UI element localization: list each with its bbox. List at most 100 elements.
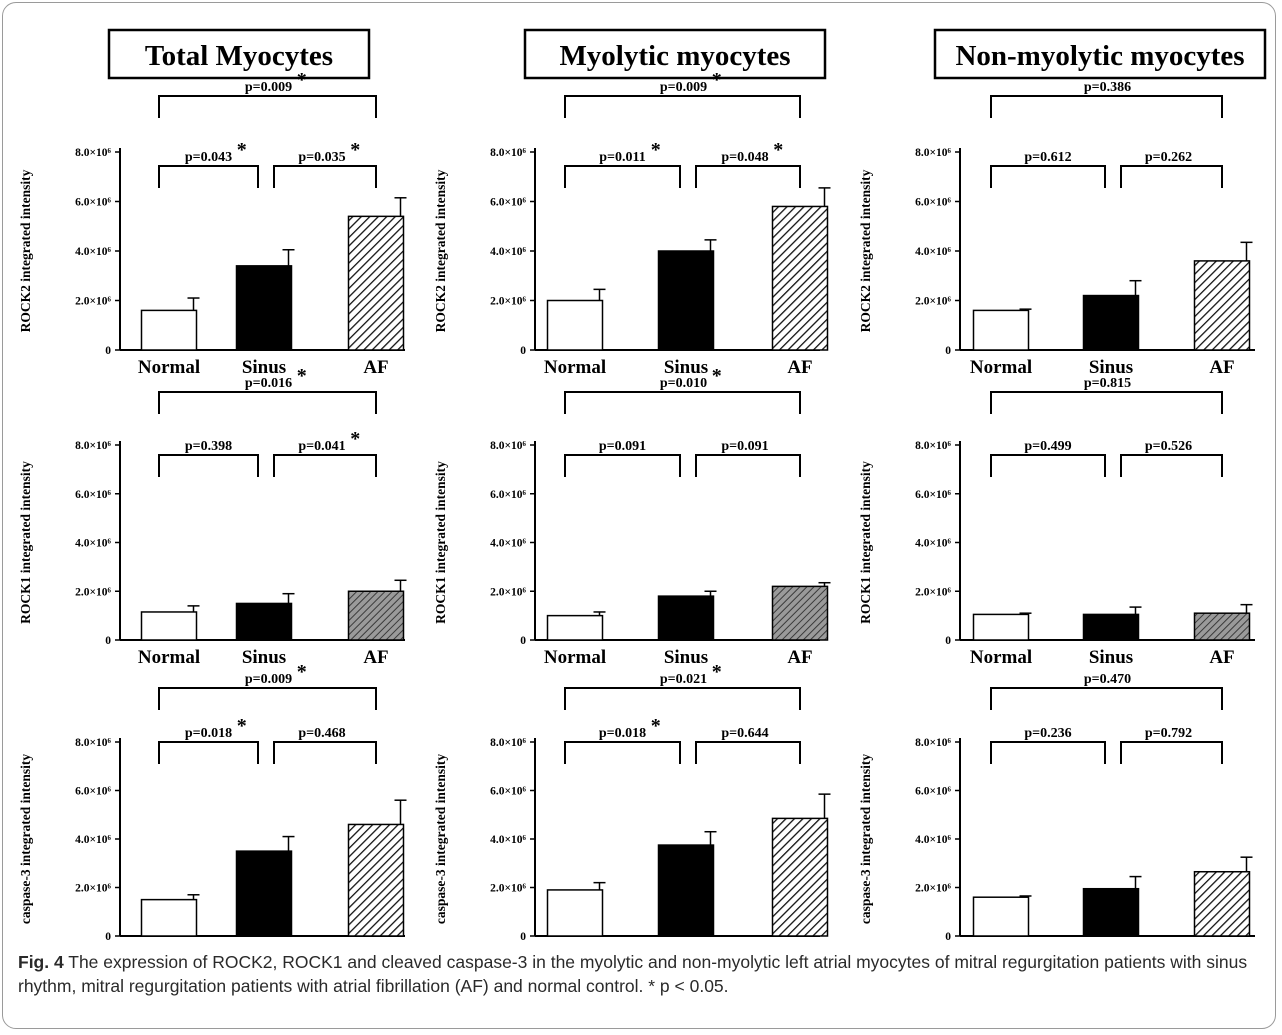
- bar-chart-panel: ROCK1 integrated intensity 0 2.0×10⁶ 4.0×10…: [18, 365, 407, 668]
- bar-sinus: [657, 595, 715, 641]
- x-tick-label: Sinus: [242, 943, 286, 945]
- y-tick-label: 0: [520, 931, 526, 943]
- significance-bracket: [158, 741, 259, 764]
- bar-af: [771, 817, 829, 937]
- p-value-label: p=0.526: [1145, 439, 1192, 454]
- bar-af: [1193, 612, 1251, 641]
- bar-af: [347, 590, 405, 641]
- bar-sinus: [657, 844, 715, 937]
- p-value-label: p=0.009: [245, 80, 292, 95]
- significance-asterisk: *: [712, 661, 722, 683]
- y-tick-label: 2.0×10⁶: [75, 883, 111, 895]
- bar-chart-panel: ROCK2 integrated intensity 0 2.0×10⁶ 4.0×10…: [858, 80, 1255, 378]
- significance-asterisk: *: [712, 365, 722, 387]
- p-value-label: p=0.236: [1024, 726, 1071, 741]
- y-tick-label: 4.0×10⁶: [490, 834, 526, 846]
- bar-af: [1193, 260, 1251, 351]
- significance-asterisk: *: [651, 139, 661, 161]
- y-tick-label: 4.0×10⁶: [915, 538, 951, 550]
- y-tick-label: 0: [105, 635, 111, 647]
- x-tick-label: AF: [363, 943, 388, 945]
- significance-bracket: [695, 741, 801, 764]
- significance-bracket: [273, 741, 377, 764]
- p-value-label: p=0.386: [1084, 80, 1131, 95]
- x-tick-label: Sinus: [242, 357, 286, 378]
- x-tick-label: Normal: [138, 647, 200, 668]
- y-axis-label: caspase-3 integrated intensity: [433, 754, 448, 924]
- y-axis-label: ROCK1 integrated intensity: [858, 461, 873, 624]
- y-tick-label: 4.0×10⁶: [75, 246, 111, 258]
- significance-bracket: [990, 165, 1106, 188]
- significance-bracket: [158, 165, 259, 188]
- y-tick-label: 8.0×10⁶: [75, 147, 111, 159]
- p-value-label: p=0.018: [599, 726, 646, 741]
- bar-normal: [546, 889, 604, 937]
- bar-chart-panel: caspase-3 integrated intensity 0 2.0×10⁶ 4.…: [858, 672, 1255, 945]
- y-tick-label: 0: [945, 931, 951, 943]
- significance-bracket: [158, 687, 377, 710]
- bar-normal: [546, 299, 604, 351]
- significance-bracket: [1120, 165, 1223, 188]
- x-tick-label: AF: [363, 357, 388, 378]
- bar-sinus: [1082, 613, 1140, 641]
- bar-sinus: [235, 265, 293, 351]
- caption-label: Fig. 4: [18, 952, 64, 972]
- bar-normal: [972, 613, 1030, 641]
- y-axis-label: caspase-3 integrated intensity: [858, 754, 873, 924]
- y-tick-label: 0: [945, 345, 951, 357]
- p-value-label: p=0.043: [185, 150, 232, 165]
- bar-af: [347, 823, 405, 937]
- bar-af: [1193, 870, 1251, 937]
- y-tick-label: 2.0×10⁶: [915, 296, 951, 308]
- y-tick-label: 2.0×10⁶: [75, 586, 111, 598]
- significance-bracket: [695, 165, 801, 188]
- p-value-label: p=0.815: [1084, 376, 1131, 391]
- p-value-label: p=0.468: [298, 726, 345, 741]
- significance-bracket: [273, 165, 377, 188]
- p-value-label: p=0.016: [245, 376, 292, 391]
- y-tick-label: 6.0×10⁶: [915, 489, 951, 501]
- significance-bracket: [564, 95, 801, 118]
- p-value-label: p=0.262: [1145, 150, 1192, 165]
- p-value-label: p=0.018: [185, 726, 232, 741]
- x-tick-label: AF: [1209, 647, 1234, 668]
- significance-bracket: [273, 454, 377, 477]
- significance-asterisk: *: [297, 69, 307, 91]
- y-tick-label: 4.0×10⁶: [915, 246, 951, 258]
- bar-sinus: [235, 602, 293, 641]
- bar-chart-panel: caspase-3 integrated intensity 0 2.0×10⁶ 4.…: [433, 661, 831, 945]
- p-value-label: p=0.021: [660, 672, 707, 687]
- x-tick-label: Normal: [544, 943, 606, 945]
- y-tick-label: 2.0×10⁶: [490, 883, 526, 895]
- y-tick-label: 8.0×10⁶: [490, 147, 526, 159]
- bar-af: [347, 215, 405, 351]
- bar-normal: [140, 611, 198, 641]
- y-tick-label: 2.0×10⁶: [490, 586, 526, 598]
- y-tick-label: 0: [945, 635, 951, 647]
- bar-normal: [140, 898, 198, 937]
- y-axis-label: ROCK2 integrated intensity: [858, 169, 873, 332]
- y-tick-label: 0: [105, 931, 111, 943]
- y-tick-label: 4.0×10⁶: [75, 538, 111, 550]
- significance-bracket: [564, 687, 801, 710]
- y-tick-label: 6.0×10⁶: [490, 197, 526, 209]
- y-tick-label: 6.0×10⁶: [915, 197, 951, 209]
- x-tick-label: Sinus: [664, 357, 708, 378]
- x-tick-label: AF: [1209, 357, 1234, 378]
- p-value-label: p=0.499: [1024, 439, 1071, 454]
- significance-bracket: [1120, 741, 1223, 764]
- y-tick-label: 2.0×10⁶: [490, 296, 526, 308]
- column-title-box: [107, 28, 371, 80]
- p-value-label: p=0.792: [1145, 726, 1192, 741]
- y-tick-label: 0: [520, 345, 526, 357]
- x-tick-label: Normal: [970, 943, 1032, 945]
- y-axis-label: ROCK1 integrated intensity: [433, 461, 448, 624]
- bar-af: [771, 205, 829, 351]
- significance-bracket: [564, 165, 681, 188]
- bar-chart-panel: ROCK2 integrated intensity 0 2.0×10⁶ 4.0×10…: [18, 69, 407, 378]
- significance-asterisk: *: [712, 69, 722, 91]
- bar-normal: [140, 309, 198, 351]
- caption-text: The expression of ROCK2, ROCK1 and cleav…: [18, 952, 1248, 996]
- p-value-label: p=0.612: [1024, 150, 1071, 165]
